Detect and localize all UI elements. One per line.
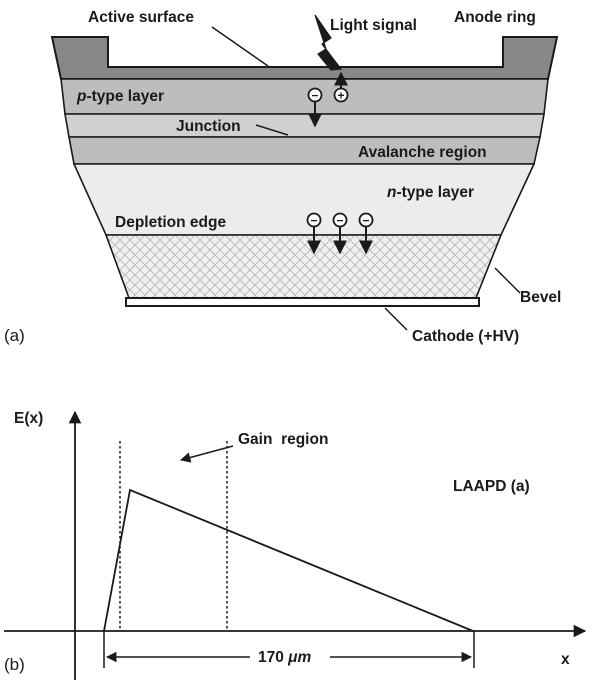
svg-text:−: − (311, 89, 318, 103)
n-type-layer-label: n-type layer (387, 184, 474, 201)
lightning-bolt-icon (314, 14, 343, 71)
gain-region-label: Gain region (238, 431, 328, 448)
gain-region-pointer (179, 445, 234, 463)
anode-ring (50, 36, 559, 80)
panel-a-letter: (a) (4, 326, 25, 345)
bevel-label: Bevel (520, 289, 561, 306)
electron-icon (306, 212, 322, 228)
panel-b-letter: (b) (4, 655, 25, 674)
panel-b: E(x) x Gain region LAAPD (a) 170 μm (b) (4, 410, 587, 680)
cathode-plate (125, 297, 480, 307)
anode-ring-label: Anode ring (454, 9, 536, 26)
x-axis-label: x (561, 651, 570, 668)
p-type-layer-label: p-type layer (76, 88, 164, 105)
electron-icon (358, 212, 374, 228)
avalanche-region-label: Avalanche region (358, 144, 487, 161)
hole-icon (333, 87, 349, 103)
width-label: 170 μm (258, 649, 312, 666)
electron-icon (307, 87, 323, 103)
electron-icon (332, 212, 348, 228)
field-profile-curve (103, 488, 474, 632)
svg-text:−: − (310, 214, 317, 228)
cathode-label: Cathode (+HV) (412, 328, 519, 345)
cathode-leader (384, 307, 408, 331)
y-axis-label: E(x) (14, 410, 43, 427)
bevel-leader (494, 267, 521, 294)
panel-a: + − − − − Active surface Light signal An… (4, 9, 561, 345)
active-surface-label: Active surface (88, 9, 194, 26)
junction-layer (64, 113, 545, 138)
junction-label: Junction (176, 118, 241, 135)
depletion-edge-label: Depletion edge (115, 214, 226, 231)
light-signal-label: Light signal (330, 17, 417, 34)
svg-text:+: + (337, 89, 344, 103)
svg-text:−: − (336, 214, 343, 228)
device-label: LAAPD (a) (453, 478, 530, 495)
depletion-hatch-region (104, 234, 503, 299)
multiplied-electrons: − − − (306, 212, 374, 255)
junction-leader (255, 124, 289, 136)
active-surface-leader (211, 26, 269, 67)
electron-hole-pair: + − (307, 71, 349, 128)
svg-text:−: − (362, 214, 369, 228)
